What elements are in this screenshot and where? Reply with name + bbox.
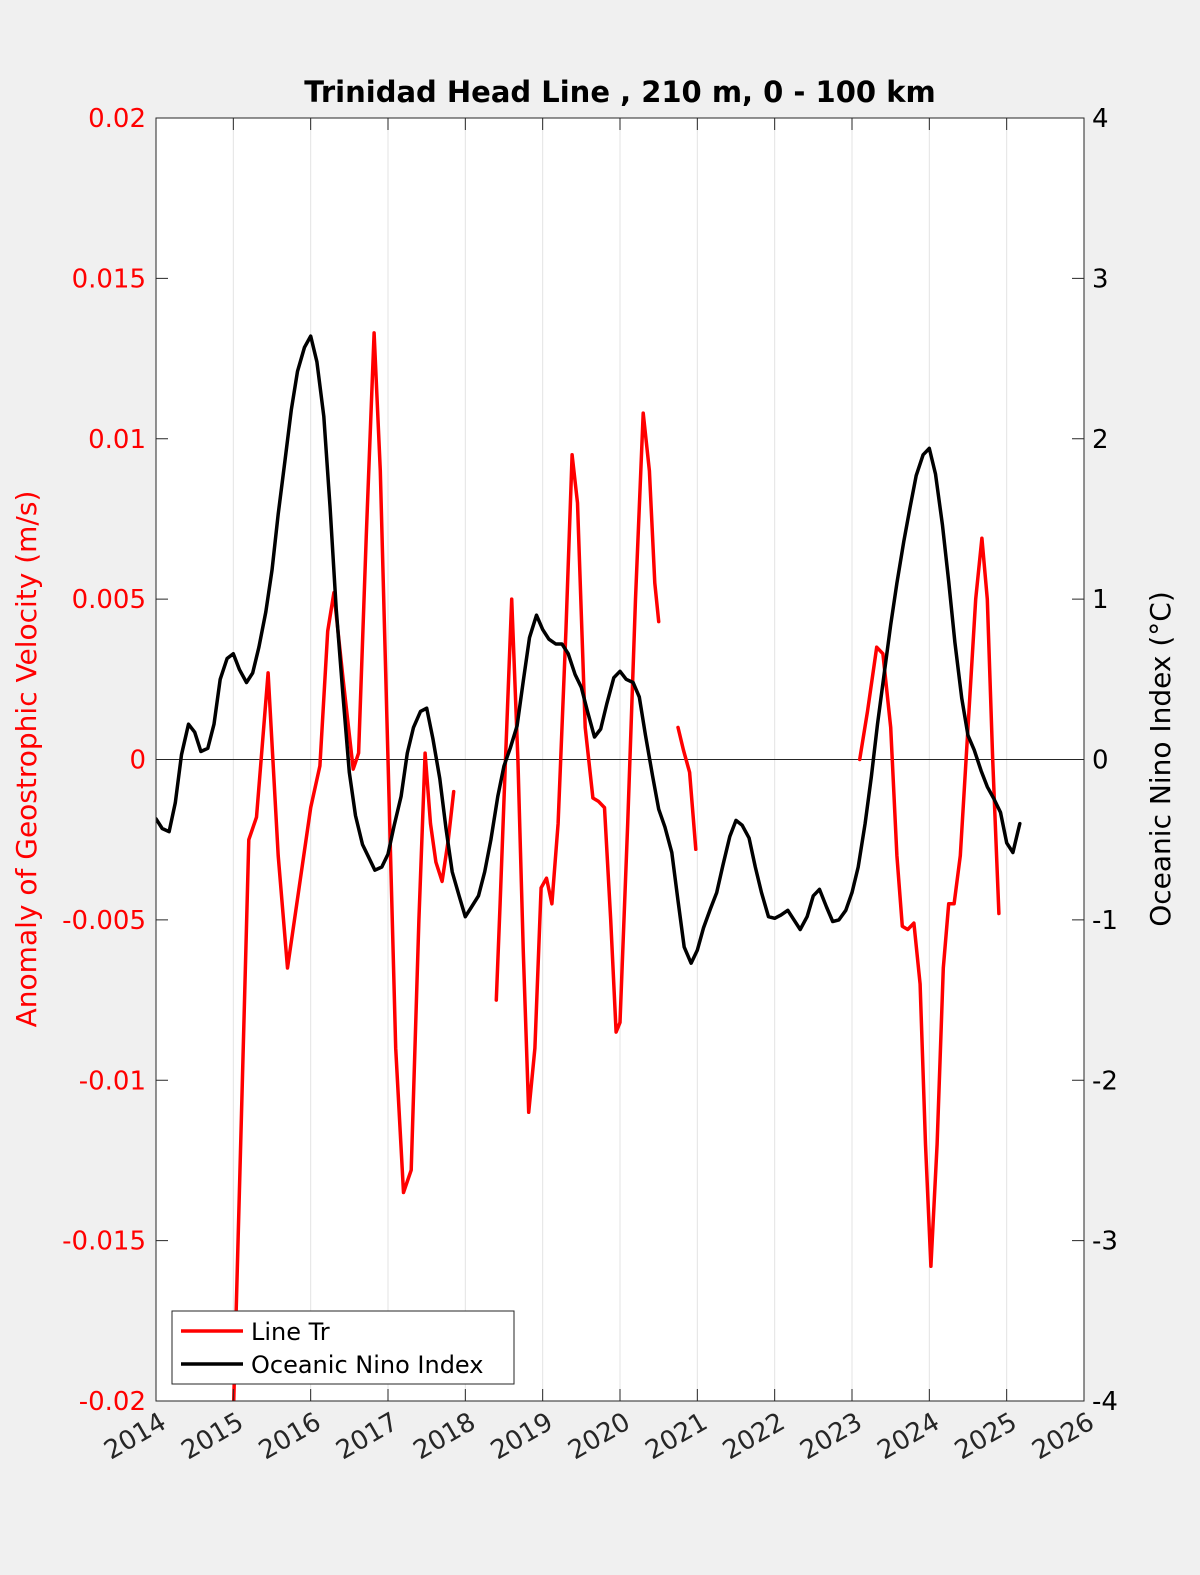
- x-tick-label: 2019: [486, 1407, 558, 1466]
- left-tick-label: -0.02: [79, 1387, 146, 1417]
- right-tick-label: -4: [1092, 1387, 1118, 1417]
- right-tick-label: 3: [1092, 264, 1109, 294]
- x-tick-label: 2021: [641, 1407, 713, 1466]
- oni-series-line: [156, 334, 1022, 965]
- legend-box: [171, 1310, 515, 1385]
- right-y-axis: -4 -3 -2 -1 0 1 2 3 4: [1072, 104, 1118, 1417]
- right-tick-label: -2: [1092, 1066, 1118, 1096]
- x-tick-label: 2024: [873, 1407, 945, 1466]
- x-tick-label: 2022: [718, 1407, 790, 1466]
- x-tick-label: 2018: [409, 1407, 481, 1466]
- right-tick-label: -3: [1092, 1227, 1118, 1257]
- left-tick-label: -0.005: [62, 906, 146, 936]
- right-tick-label: 1: [1092, 585, 1109, 615]
- left-y-axis: -0.02 -0.015 -0.01 -0.005 0 0.005 0.01 0.015 0.0…: [62, 104, 168, 1417]
- x-tick-label: 2016: [254, 1407, 326, 1466]
- x-tick-label: 2017: [331, 1407, 403, 1466]
- x-tick-label: 2025: [950, 1407, 1022, 1466]
- right-axis-label: Oceanic Nino Index (°C): [1144, 591, 1177, 927]
- right-tick-label: 4: [1092, 104, 1109, 134]
- left-tick-label: 0.015: [72, 264, 146, 294]
- right-tick-label: 0: [1092, 746, 1109, 776]
- x-tick-label: 2015: [177, 1407, 249, 1466]
- right-tick-label: -1: [1092, 906, 1118, 936]
- legend: Line Tr Oceanic Nino Index: [171, 1310, 515, 1385]
- left-axis-label: Anomaly of Geostrophic Velocity (m/s): [10, 491, 43, 1028]
- line-tr-segment: [494, 411, 661, 1115]
- x-tick-label: 2023: [795, 1407, 867, 1466]
- left-tick-label: 0: [129, 746, 146, 776]
- x-tick-label: 2026: [1027, 1407, 1099, 1466]
- left-tick-label: 0.02: [88, 104, 146, 134]
- data-lines: [156, 331, 1022, 1401]
- line-tr-segment: [857, 536, 1001, 1269]
- legend-label-oni: Oceanic Nino Index: [251, 1351, 483, 1379]
- line-tr-segment: [231, 331, 456, 1401]
- left-tick-label: -0.015: [62, 1227, 146, 1257]
- chart-title: Trinidad Head Line , 210 m, 0 - 100 km: [304, 75, 935, 109]
- right-tick-label: 2: [1092, 425, 1109, 455]
- legend-label-line-tr: Line Tr: [251, 1318, 330, 1346]
- left-tick-label: -0.01: [79, 1066, 146, 1096]
- left-tick-label: 0.005: [72, 585, 146, 615]
- x-tick-label: 2020: [563, 1407, 635, 1466]
- line-tr-segment: [676, 725, 698, 852]
- left-tick-label: 0.01: [88, 425, 146, 455]
